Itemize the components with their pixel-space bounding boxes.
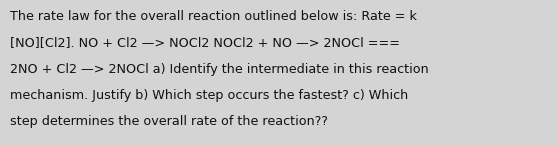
Text: mechanism. Justify b) Which step occurs the fastest? c) Which: mechanism. Justify b) Which step occurs … [10,89,408,102]
Text: [NO][Cl2]. NO + Cl2 —> NOCl2 NOCl2 + NO —> 2NOCl ===: [NO][Cl2]. NO + Cl2 —> NOCl2 NOCl2 + NO … [10,36,400,49]
Text: step determines the overall rate of the reaction??: step determines the overall rate of the … [10,115,328,128]
Text: The rate law for the overall reaction outlined below is: Rate = k: The rate law for the overall reaction ou… [10,10,417,23]
Text: 2NO + Cl2 —> 2NOCl a) Identify the intermediate in this reaction: 2NO + Cl2 —> 2NOCl a) Identify the inter… [10,63,429,76]
